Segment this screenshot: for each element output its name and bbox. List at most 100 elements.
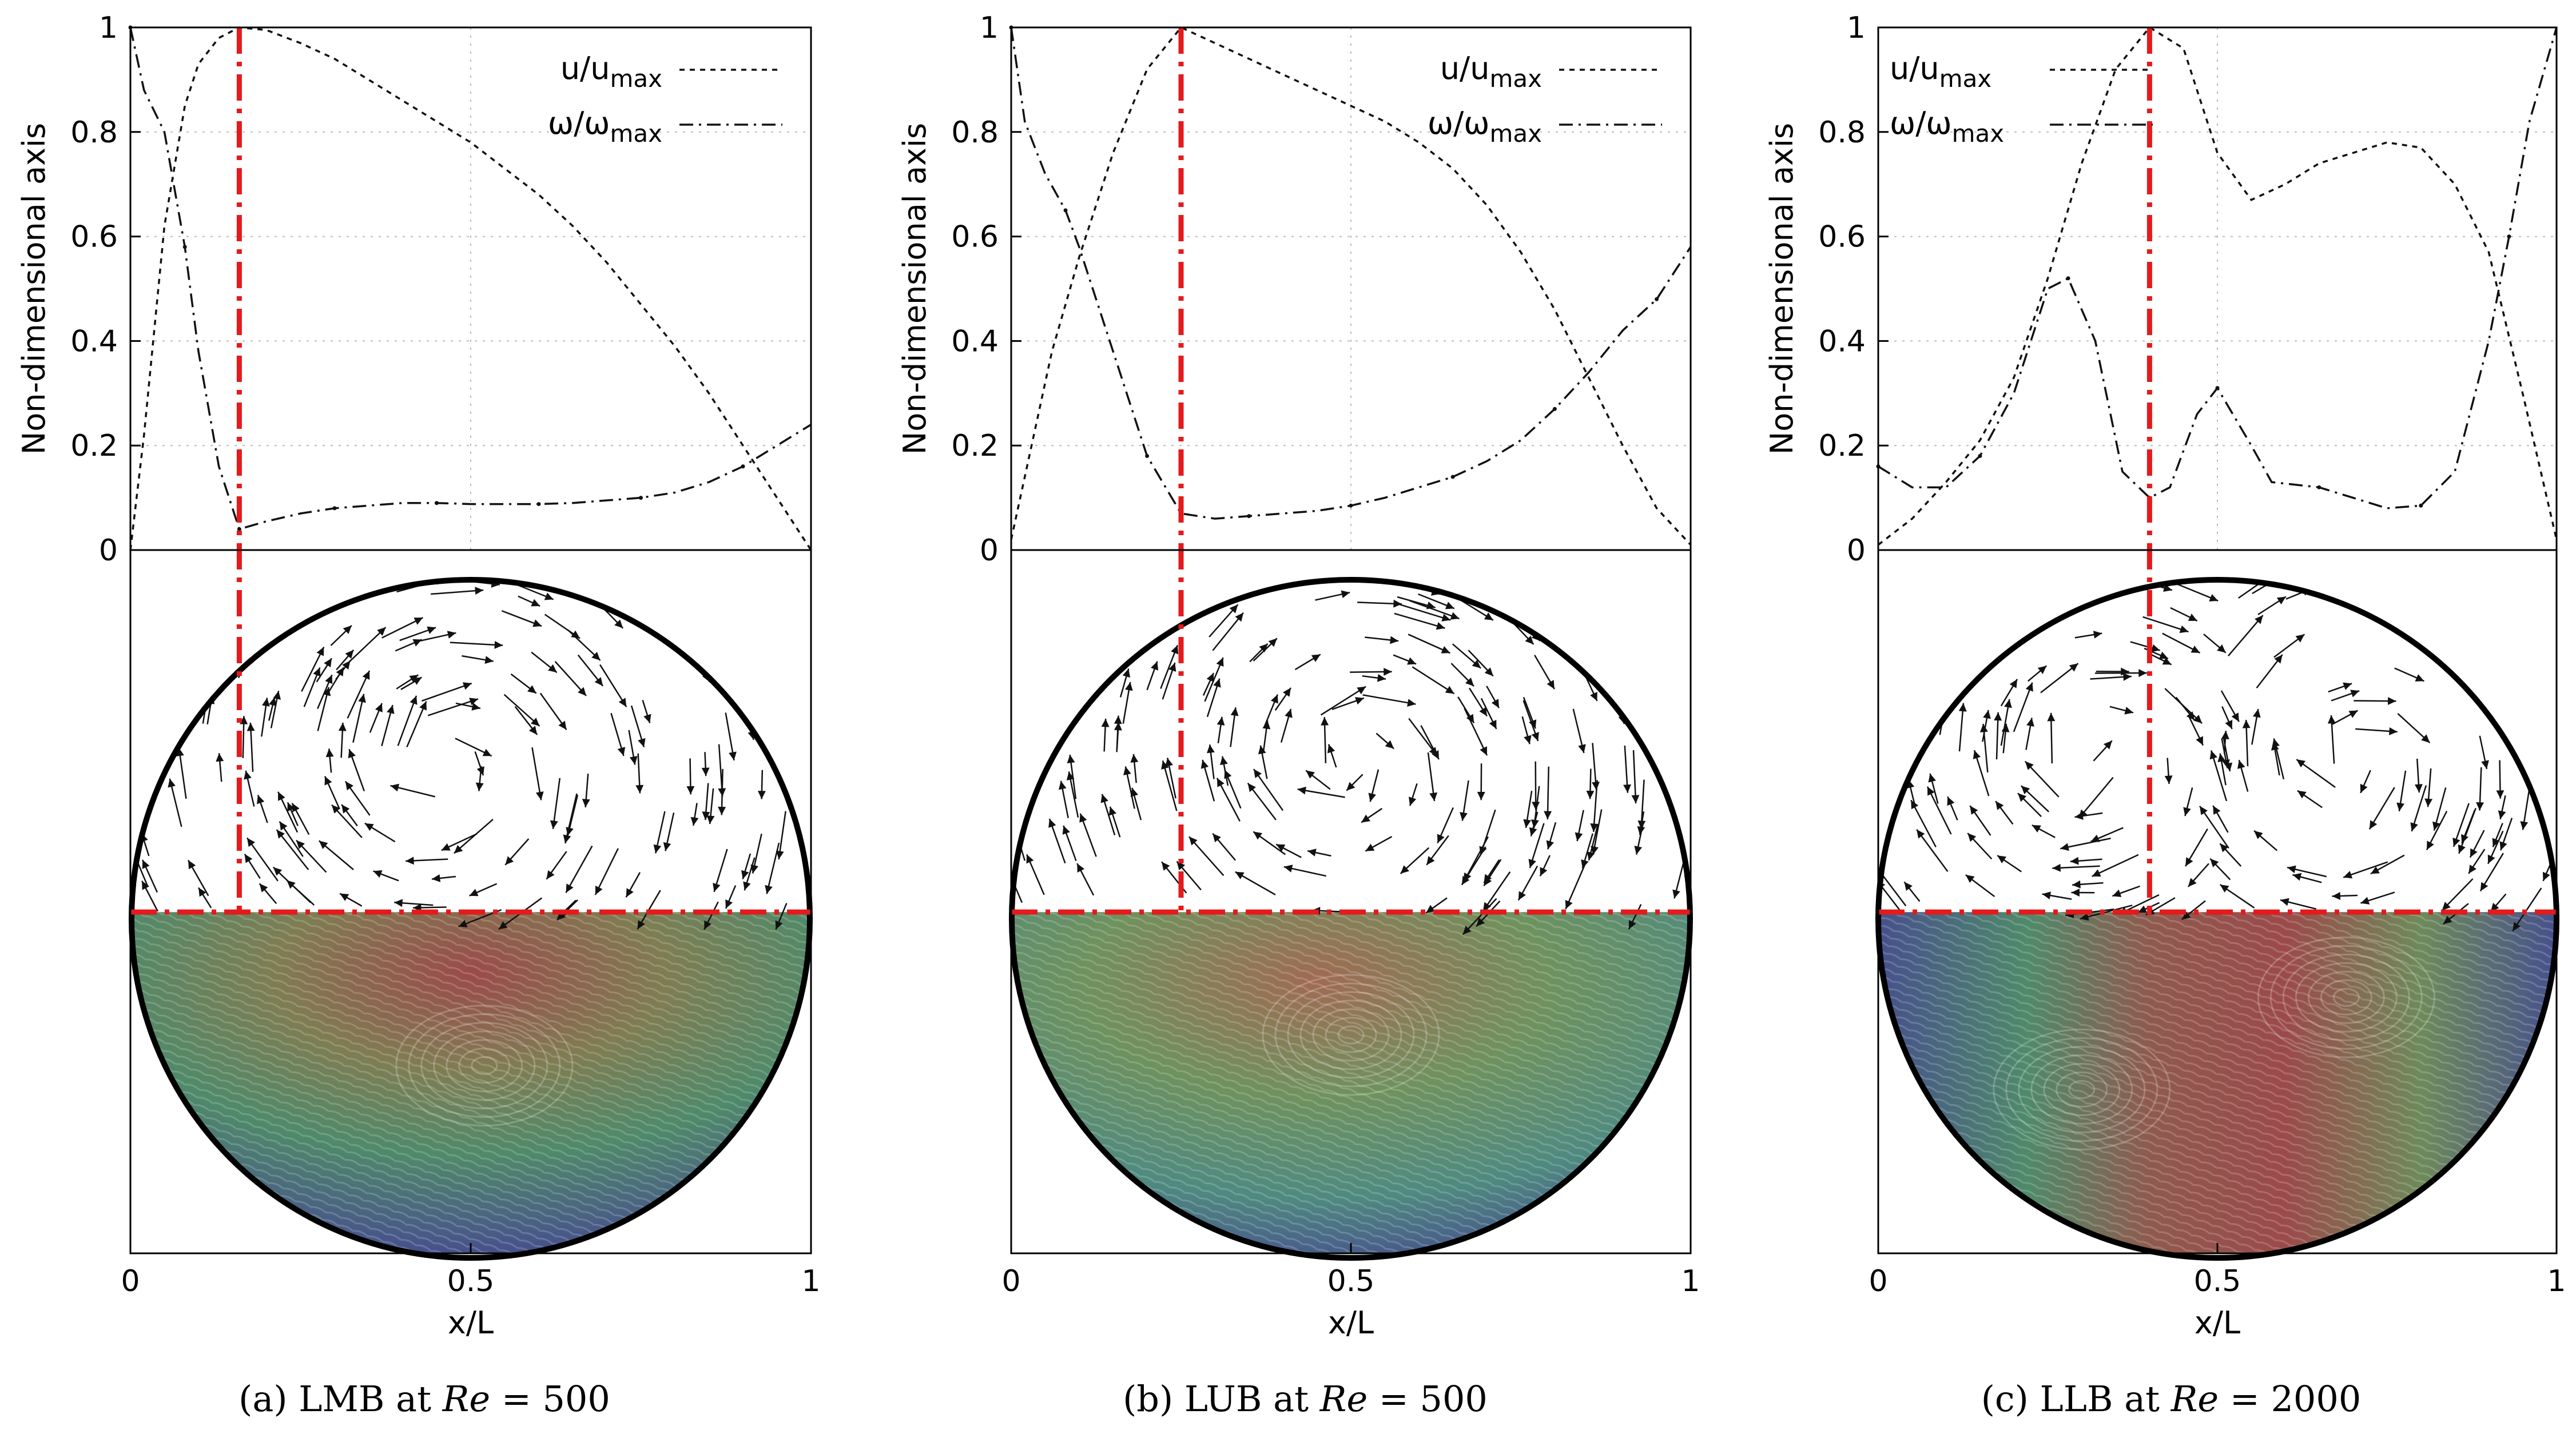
velocity-arrowhead <box>2486 598 2495 606</box>
velocity-arrowhead <box>1491 699 1499 708</box>
velocity-arrowhead <box>1544 811 1552 820</box>
velocity-arrowhead <box>1580 635 1589 644</box>
velocity-arrowhead <box>414 618 423 625</box>
streamline <box>1325 1017 1377 1053</box>
velocity-arrowhead <box>1578 744 1586 753</box>
velocity-arrowhead <box>1311 654 1321 662</box>
velocity-arrow <box>178 649 188 672</box>
velocity-arrow <box>1655 580 1680 619</box>
velocity-arrow <box>1910 682 1920 713</box>
velocity-arrowhead <box>1276 844 1286 852</box>
velocity-arrowhead <box>1130 754 1139 763</box>
y-tick-label: 0.4 <box>951 324 999 359</box>
velocity-arrowhead <box>427 626 436 634</box>
velocity-arrowhead <box>432 874 441 882</box>
velocity-arrowhead <box>2072 880 2081 889</box>
velocity-arrow <box>2050 712 2053 764</box>
velocity-arrow <box>703 639 717 664</box>
velocity-arrowhead <box>1436 622 1445 630</box>
velocity-arrowhead <box>1899 727 1908 735</box>
velocity-arrowhead <box>482 748 492 756</box>
velocity-arrowhead <box>454 845 463 854</box>
velocity-arrowhead <box>1297 786 1306 795</box>
y-tick-label: 0.6 <box>1818 220 1866 254</box>
velocity-arrow <box>1253 768 1284 811</box>
velocity-arrowhead <box>626 888 634 898</box>
velocity-arrowhead <box>2037 666 2047 674</box>
velocity-arrowhead <box>2452 837 2460 847</box>
velocity-arrowhead <box>2542 871 2550 881</box>
velocity-arrow <box>1051 634 1062 660</box>
velocity-arrowhead <box>1077 863 1085 873</box>
velocity-arrowhead <box>2369 820 2378 830</box>
streamline <box>2068 1080 2096 1100</box>
velocity-arrowhead <box>244 854 253 863</box>
x-tick-label: 1 <box>801 1264 820 1298</box>
series-point-omega <box>2317 485 2321 489</box>
velocity-arrowhead <box>1058 666 1066 675</box>
y-tick-label: 0.2 <box>951 429 999 463</box>
velocity-arrowhead <box>1400 865 1410 874</box>
streamline <box>2043 1063 2121 1117</box>
x-axis-label: x/L <box>2195 1305 2240 1341</box>
velocity-arrowhead <box>323 687 331 696</box>
streamline <box>2295 962 2398 1033</box>
streamline <box>395 1005 574 1127</box>
velocity-arrowhead <box>2193 715 2203 724</box>
x-axis-label: x/L <box>1328 1305 1374 1341</box>
velocity-arrowhead <box>563 834 571 844</box>
velocity-arrowhead <box>1577 602 1586 611</box>
velocity-arrow <box>169 778 182 827</box>
velocity-arrowhead <box>287 880 296 889</box>
velocity-arrowhead <box>469 698 479 706</box>
velocity-arrow <box>668 593 685 616</box>
streamline <box>1262 974 1440 1096</box>
velocity-arrowhead <box>1354 697 1364 705</box>
velocity-arrow <box>1412 666 1455 695</box>
velocity-arrow <box>685 598 707 630</box>
velocity-arrow <box>531 747 542 800</box>
velocity-arrowhead <box>1122 668 1131 678</box>
chart-panel-1: 0 0.2 0.4 0.6 0.8 1 0 0.5 1 x/L Non-dimensional ax… <box>16 11 821 1420</box>
x-tick-label: 0 <box>1869 1264 1887 1298</box>
velocity-arrowhead <box>2527 662 2537 671</box>
velocity-arrowhead <box>1048 818 1056 828</box>
velocity-arrow <box>1362 694 1416 705</box>
velocity-arrowhead <box>180 650 188 659</box>
velocity-arrowhead <box>364 823 374 831</box>
streamline <box>1337 1025 1365 1045</box>
velocity-arrowhead <box>2476 802 2484 811</box>
velocity-arrowhead <box>1103 571 1110 580</box>
velocity-arrowhead <box>142 881 149 890</box>
velocity-arrowhead <box>1603 630 1611 639</box>
x-tick-label: 0.5 <box>1327 1264 1375 1298</box>
velocity-arrowhead <box>2185 857 2193 867</box>
velocity-arrowhead <box>1479 707 1487 716</box>
velocity-arrowhead <box>198 887 206 897</box>
velocity-arrow <box>2549 708 2557 746</box>
velocity-arrowhead <box>1634 846 1643 855</box>
velocity-arrow <box>2550 607 2557 650</box>
velocity-arrowhead <box>1162 862 1170 871</box>
velocity-arrowhead <box>1985 640 1994 650</box>
velocity-arrowhead <box>168 778 176 788</box>
velocity-arrowhead <box>377 627 386 636</box>
velocity-arrowhead <box>1216 658 1224 667</box>
velocity-arrowhead <box>142 666 151 675</box>
velocity-arrowhead <box>1947 796 1955 806</box>
velocity-arrowhead <box>148 597 156 607</box>
velocity-arrow <box>1926 786 1952 835</box>
velocity-arrowhead <box>1066 771 1075 780</box>
velocity-arrowhead <box>2458 844 2466 854</box>
velocity-arrowhead <box>2213 806 2221 815</box>
velocity-arrowhead <box>2123 672 2132 681</box>
velocity-arrowhead <box>2433 638 2443 646</box>
velocity-arrow <box>166 669 176 714</box>
velocity-arrow <box>1618 659 1629 684</box>
velocity-arrowhead <box>1253 831 1263 840</box>
velocity-arrowhead <box>273 867 283 876</box>
velocity-arrow <box>1677 713 1685 754</box>
velocity-arrowhead <box>1407 657 1417 665</box>
velocity-arrowhead <box>2272 738 2280 748</box>
